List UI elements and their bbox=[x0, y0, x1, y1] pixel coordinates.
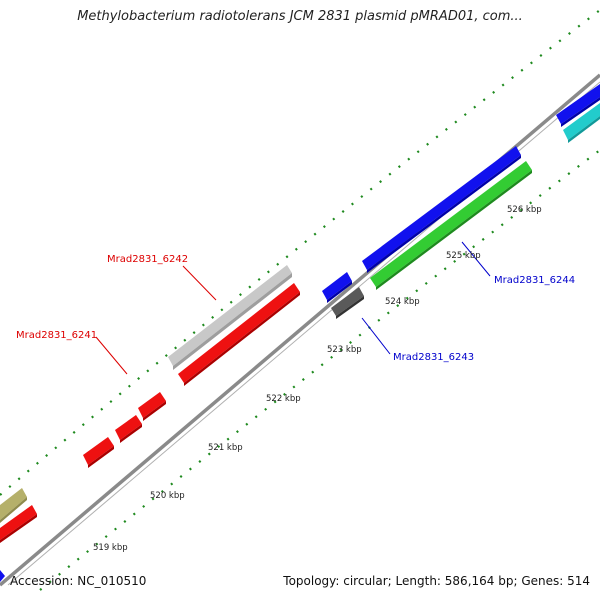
gene-mrad2831-6243[interactable] bbox=[331, 287, 364, 319]
gene-label[interactable]: Mrad2831_6242 bbox=[107, 254, 188, 265]
gene-mrad2831-6242[interactable] bbox=[168, 265, 292, 370]
tick-label: 519 kbp bbox=[93, 543, 128, 553]
tick-label: 524 kbp bbox=[385, 297, 420, 307]
tick-label: 525 kbp bbox=[446, 251, 481, 261]
label-leaders bbox=[95, 241, 491, 375]
outer-tick-ring bbox=[0, 9, 600, 496]
gene-cyan-top-right[interactable] bbox=[563, 103, 600, 143]
accession-text: Accession: NC_010510 bbox=[10, 574, 147, 588]
tick-labels: 519 kbp 520 kbp 521 kbp 522 kbp 523 kbp … bbox=[93, 205, 542, 553]
map-title: Methylobacterium radiotolerans JCM 2831 … bbox=[77, 9, 523, 24]
gene-labels: Mrad2831_6241 Mrad2831_6242 Mrad2831_624… bbox=[16, 254, 575, 363]
gene-olive-left bbox=[0, 488, 27, 523]
gene-blue-bottom-left[interactable] bbox=[0, 570, 5, 582]
gene-label[interactable]: Mrad2831_6244 bbox=[494, 275, 575, 286]
gene-mrad2831-6241[interactable] bbox=[83, 392, 166, 468]
topology-summary: Topology: circular; Length: 586,164 bp; … bbox=[283, 574, 590, 588]
gene-blue-long[interactable] bbox=[362, 146, 521, 273]
reverse-strand-genes bbox=[0, 103, 600, 543]
gene-blue-523[interactable] bbox=[322, 272, 352, 303]
tick-label: 526 kbp bbox=[507, 205, 542, 215]
gene-blue-top-right[interactable] bbox=[556, 84, 600, 127]
gene-red-long[interactable] bbox=[178, 283, 300, 386]
gene-label[interactable]: Mrad2831_6243 bbox=[393, 352, 474, 363]
gene-mrad2831-6244[interactable] bbox=[370, 161, 532, 290]
tick-label: 520 kbp bbox=[150, 491, 185, 501]
tick-label: 522 kbp bbox=[266, 394, 301, 404]
gene-label[interactable]: Mrad2831_6241 bbox=[16, 330, 97, 341]
gene-red-left[interactable] bbox=[0, 505, 37, 543]
tick-label: 521 kbp bbox=[208, 443, 243, 453]
forward-strand-genes bbox=[0, 84, 600, 523]
tick-label: 523 kbp bbox=[327, 345, 362, 355]
